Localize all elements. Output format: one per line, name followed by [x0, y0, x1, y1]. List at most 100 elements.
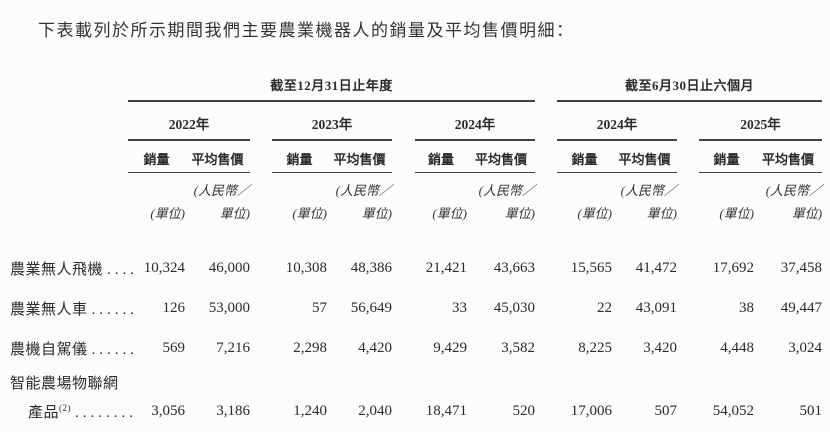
cell-price: 2,040 — [358, 403, 392, 419]
cell-price: 501 — [799, 403, 823, 419]
column-header-volume: 銷量 — [415, 140, 467, 173]
empty-cell — [10, 173, 128, 200]
column-gap — [677, 288, 699, 328]
volume-unit: (單位) — [150, 206, 185, 221]
row-label: 農機自駕儀...... — [10, 341, 139, 358]
column-gap — [250, 328, 272, 368]
volume-unit: (單位) — [432, 206, 467, 221]
column-header-price: 平均售價 — [185, 140, 250, 173]
empty-cell — [10, 199, 128, 222]
cell-volume: 569 — [162, 339, 186, 356]
year-header: 2024年 — [557, 101, 678, 141]
column-gap — [250, 397, 272, 426]
cell-volume: 1,240 — [293, 403, 327, 419]
table-row-autopilot-device: 農機自駕儀...... 569 7,216 2,298 4,420 9,429 … — [10, 328, 822, 368]
price-unit-bottom: 單位) — [504, 206, 536, 221]
cell-price: 507 — [654, 403, 678, 419]
cell-price: 3,024 — [788, 339, 823, 356]
cell-volume: 3,056 — [151, 403, 185, 419]
cell-volume: 4,448 — [720, 339, 755, 356]
group-header-row: 截至12月31日止年度 截至6月30日止六個月 — [10, 75, 823, 102]
sales-price-table: 截至12月31日止年度 截至6月30日止六個月 2022年 2023年 2024… — [10, 75, 823, 426]
empty-cell — [10, 101, 128, 140]
cell-volume: 38 — [739, 299, 755, 316]
column-header-volume: 銷量 — [272, 140, 327, 173]
column-gap — [392, 173, 415, 200]
cell-price: 46,000 — [208, 259, 250, 276]
year-header-row: 2022年 2023年 2024年 2024年 2025年 — [10, 101, 823, 141]
table-row-smart-farm-iot-line1: 智能農場物聯網 — [10, 368, 822, 397]
cell-price: 43,663 — [493, 259, 536, 276]
cell-price: 7,216 — [216, 339, 250, 356]
cell-volume: 9,429 — [433, 339, 467, 356]
row-label: 農業無人飛機.... — [10, 261, 139, 278]
column-header-price: 平均售價 — [327, 140, 392, 173]
column-gap — [392, 288, 415, 328]
column-header-row: 銷量 平均售價 銷量 平均售價 銷量 平均售價 銷量 平均售價 銷量 平均售價 — [10, 140, 823, 173]
unit-row-bottom: (單位) 單位) (單位) 單位) (單位) 單位) (單位) 單位) (單位)… — [10, 199, 822, 222]
table-row-smart-farm-iot-line2: 產品(2)........ 3,056 3,186 1,240 2,040 18… — [10, 397, 822, 426]
cell-volume: 22 — [597, 299, 613, 316]
empty-cell — [557, 173, 612, 200]
empty-cell — [10, 75, 128, 101]
column-gap — [677, 397, 699, 426]
column-gap — [250, 140, 272, 173]
volume-unit: (單位) — [577, 206, 613, 221]
cell-price: 45,030 — [493, 299, 536, 316]
cell-price: 520 — [512, 403, 536, 419]
column-gap — [677, 140, 699, 173]
price-unit-bottom: 單位) — [646, 206, 678, 221]
row-label: 智能農場物聯網 — [10, 376, 119, 392]
cell-price: 49,447 — [780, 299, 823, 316]
column-gap — [392, 397, 415, 426]
cell-volume: 126 — [162, 299, 186, 316]
column-header-volume: 銷量 — [699, 140, 755, 173]
cell-volume: 15,565 — [570, 259, 613, 276]
row-label: 產品(2)........ — [28, 403, 138, 422]
cell-price: 3,582 — [501, 339, 536, 356]
column-header-price: 平均售價 — [467, 140, 536, 173]
cell-price: 37,458 — [780, 259, 823, 276]
price-unit-top: (人民幣／ — [335, 183, 392, 198]
column-header-price: 平均售價 — [754, 140, 823, 173]
column-gap — [392, 328, 415, 368]
column-gap — [535, 101, 557, 140]
column-gap — [677, 328, 699, 368]
empty-cell — [272, 173, 327, 200]
cell-price: 43,091 — [635, 299, 678, 316]
empty-cell — [699, 173, 754, 200]
empty-cell — [128, 173, 185, 200]
column-gap — [535, 288, 557, 328]
spacer — [10, 222, 822, 248]
year-header: 2022年 — [128, 101, 250, 141]
column-gap — [392, 101, 415, 140]
cell-volume: 17,006 — [570, 403, 613, 419]
group-header-interim: 截至6月30日止六個月 — [557, 75, 823, 102]
price-unit-top: (人民幣／ — [765, 183, 823, 198]
column-gap — [677, 248, 699, 288]
column-gap — [677, 199, 699, 222]
year-header: 2024年 — [415, 101, 536, 141]
year-header: 2023年 — [272, 101, 392, 141]
column-gap — [535, 75, 557, 101]
cell-volume: 21,421 — [425, 259, 467, 276]
group-header-annual: 截至12月31日止年度 — [128, 75, 536, 102]
column-gap — [535, 140, 557, 173]
column-gap — [250, 248, 272, 288]
cell-volume: 2,298 — [293, 339, 327, 356]
cell-volume: 33 — [452, 299, 467, 316]
column-gap — [250, 101, 272, 140]
column-gap — [392, 248, 415, 288]
table-row-agricultural-ugv: 農業無人車...... 126 53,000 57 56,649 33 45,0… — [10, 288, 822, 328]
empty-cell — [128, 368, 822, 397]
column-gap — [250, 173, 272, 200]
column-gap — [535, 397, 557, 426]
year-header: 2025年 — [699, 101, 823, 141]
price-unit-top: (人民幣／ — [193, 183, 250, 198]
spacer-row — [10, 222, 822, 248]
empty-cell — [10, 140, 128, 173]
column-gap — [535, 328, 557, 368]
cell-volume: 8,225 — [578, 339, 613, 356]
cell-price: 56,649 — [350, 299, 392, 316]
cell-volume: 54,052 — [712, 403, 755, 419]
